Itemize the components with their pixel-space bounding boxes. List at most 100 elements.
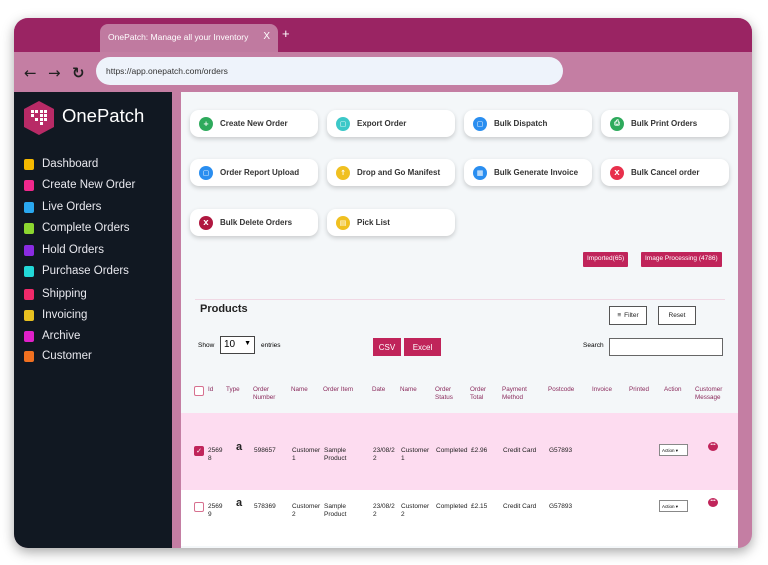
sidebar-item-archive[interactable]: Archive — [24, 330, 80, 342]
bulk-delete-orders-button[interactable]: X Bulk Delete Orders — [190, 209, 318, 236]
column-header[interactable]: Date — [372, 386, 386, 393]
filter-button[interactable]: ≡ Filter — [609, 306, 647, 325]
column-header[interactable]: Action — [664, 386, 682, 393]
column-header[interactable]: Id — [208, 386, 214, 393]
sidebar-item-create-new-order[interactable]: Create New Order — [24, 179, 135, 191]
row-checkbox[interactable] — [194, 502, 204, 512]
amazon-logo-icon: a — [236, 441, 243, 453]
box-icon — [24, 265, 34, 277]
filter-label: Filter — [624, 312, 639, 319]
bulk-generate-invoice-button[interactable]: ▦ Bulk Generate Invoice — [464, 159, 592, 186]
browser-tab[interactable]: OnePatch: Manage all your Inventory X — [100, 24, 278, 52]
entries-label: entries — [261, 342, 281, 349]
sidebar-item-customer[interactable]: Customer — [24, 350, 92, 362]
column-header[interactable]: Order Item — [323, 386, 354, 393]
action-label: Action — [662, 448, 675, 453]
create-new-order-button[interactable]: + Create New Order — [190, 110, 318, 137]
export-order-button[interactable]: ▢ Export Order — [327, 110, 455, 137]
search-label: Search — [583, 342, 604, 349]
column-header[interactable]: Order Number — [253, 386, 276, 401]
pick-list-button[interactable]: ▤ Pick List — [327, 209, 455, 236]
main-content: + Create New Order ▢ Export Order ▢ Bulk Disp… — [181, 92, 738, 548]
box-icon — [24, 179, 34, 191]
cell-date: 23/08/22 — [373, 447, 395, 462]
cell-name: Customer 2 — [292, 503, 321, 518]
browser-window: OnePatch: Manage all your Inventory X + ←… — [14, 18, 752, 548]
cell-postcode: G57893 — [549, 447, 573, 454]
reload-icon[interactable]: ↻ — [72, 64, 85, 82]
column-header[interactable]: Payment Method — [502, 386, 527, 401]
sidebar-item-dashboard[interactable]: Dashboard — [24, 158, 98, 170]
bulk-dispatch-button[interactable]: ▢ Bulk Dispatch — [464, 110, 592, 137]
cell-payment: Credit Card — [503, 447, 537, 454]
sidebar-item-hold-orders[interactable]: Hold Orders — [24, 244, 104, 256]
imported-badge[interactable]: Imported(65) — [583, 252, 629, 267]
cell-name2: Customer 2 — [401, 503, 430, 518]
box-icon — [24, 330, 34, 342]
reset-button[interactable]: Reset — [658, 306, 696, 325]
forward-arrow-icon[interactable]: → — [48, 64, 61, 82]
button-label: Pick List — [357, 218, 390, 227]
column-header[interactable]: Name — [291, 386, 308, 393]
sidebar-item-invoicing[interactable]: Invoicing — [24, 309, 87, 321]
sidebar-item-purchase-orders[interactable]: Purchase Orders — [24, 265, 129, 277]
entries-select[interactable]: 10 ▼ — [220, 336, 255, 354]
order-report-upload-button[interactable]: ▢ Order Report Upload — [190, 159, 318, 186]
bulk-cancel-order-button[interactable]: X Bulk Cancel order — [601, 159, 729, 186]
column-header[interactable]: Printed — [629, 386, 649, 393]
action-dropdown[interactable]: Action ▾ — [659, 500, 688, 512]
invoice-icon: ▦ — [473, 165, 487, 180]
row-checkbox[interactable]: ✓ — [194, 446, 204, 456]
cell-status: Completed — [436, 503, 468, 510]
select-all-checkbox[interactable] — [194, 386, 204, 396]
new-tab-button[interactable]: + — [282, 26, 290, 41]
image-processing-badge[interactable]: Image Processing (4786) — [641, 252, 722, 267]
column-header[interactable]: Postcode — [548, 386, 575, 393]
box-icon — [24, 201, 34, 213]
sidebar: OnePatch Dashboard Create New Order Live O… — [14, 92, 172, 548]
cell-postcode: G57893 — [549, 503, 573, 510]
column-header[interactable]: Invoice — [592, 386, 612, 393]
sidebar-item-complete-orders[interactable]: Complete Orders — [24, 222, 130, 234]
amazon-logo-icon: a — [236, 497, 243, 509]
box-icon — [24, 350, 34, 362]
cancel-icon: X — [610, 165, 624, 180]
cell-item: Sample Product — [324, 447, 347, 462]
excel-button[interactable]: Excel — [404, 338, 441, 356]
column-header[interactable]: Order Total — [470, 386, 487, 401]
tab-close-icon[interactable]: X — [263, 31, 270, 42]
print-icon: ⎙ — [610, 116, 624, 131]
column-header[interactable]: Name — [400, 386, 417, 393]
column-header[interactable]: Type — [226, 386, 240, 393]
cell-id: 25698 — [208, 447, 223, 462]
upload-icon: ▢ — [199, 165, 213, 180]
message-icon[interactable]: ••• — [708, 498, 718, 507]
sidebar-item-live-orders[interactable]: Live Orders — [24, 201, 101, 213]
action-dropdown[interactable]: Action ▾ — [659, 444, 688, 456]
box-icon — [24, 288, 34, 300]
bulk-print-orders-button[interactable]: ⎙ Bulk Print Orders — [601, 110, 729, 137]
address-bar[interactable]: https://app.onepatch.com/orders — [96, 57, 563, 85]
cell-name2: Customer 1 — [401, 447, 430, 462]
cell-name: Customer 1 — [292, 447, 321, 462]
chevron-down-icon: ▼ — [244, 340, 251, 347]
button-label: Bulk Cancel order — [631, 168, 700, 177]
search-input[interactable] — [609, 338, 723, 356]
message-icon[interactable]: ••• — [708, 442, 718, 451]
box-icon — [24, 244, 34, 256]
sidebar-item-label: Dashboard — [42, 158, 99, 170]
back-arrow-icon[interactable]: ← — [24, 64, 37, 82]
box-icon — [24, 222, 34, 234]
table-row[interactable] — [181, 490, 738, 546]
csv-button[interactable]: CSV — [373, 338, 401, 356]
sidebar-item-shipping[interactable]: Shipping — [24, 288, 87, 300]
sidebar-item-label: Shipping — [42, 288, 87, 300]
button-label: Bulk Print Orders — [631, 119, 698, 128]
drop-and-go-manifest-button[interactable]: ↑ Drop and Go Manifest — [327, 159, 455, 186]
column-header[interactable]: Customer Message — [695, 386, 723, 401]
cell-status: Completed — [436, 447, 468, 454]
table-row[interactable] — [181, 413, 738, 490]
column-header[interactable]: Order Status — [435, 386, 453, 401]
divider — [195, 299, 725, 300]
picklist-icon: ▤ — [336, 215, 350, 230]
